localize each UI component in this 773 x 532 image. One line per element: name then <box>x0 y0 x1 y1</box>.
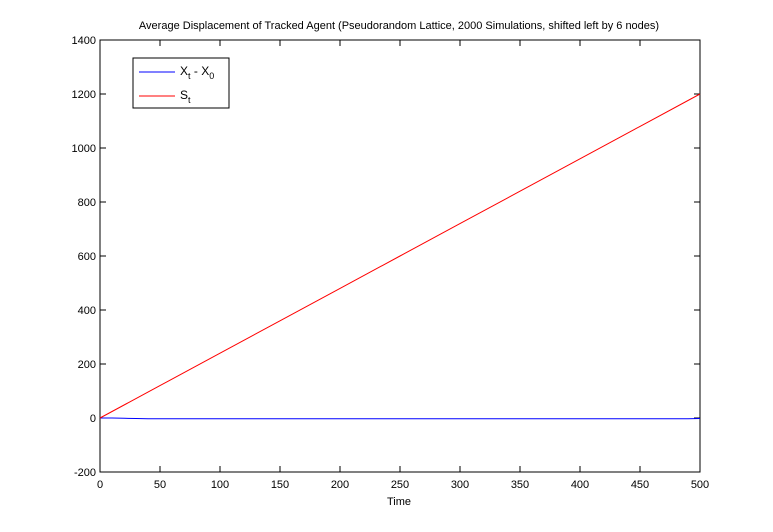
x-tick-label: 300 <box>451 479 469 491</box>
x-axis-label: Time <box>387 496 411 508</box>
x-tick-label: 0 <box>97 479 103 491</box>
legend: Xt - X0 St <box>132 57 230 109</box>
x-tick-label: 350 <box>511 479 529 491</box>
y-tick-label: 400 <box>78 305 96 317</box>
legend-entry-2: St <box>180 88 191 105</box>
y-axis: -200 0 200 400 600 800 1000 1200 1400 <box>72 35 700 479</box>
legend-text-part: S <box>180 88 188 102</box>
chart-title: Average Displacement of Tracked Agent (P… <box>139 20 659 32</box>
legend-text-part: t <box>188 71 191 81</box>
y-tick-label: 0 <box>90 413 96 425</box>
x-tick-label: 250 <box>391 479 409 491</box>
y-tick-label: 200 <box>78 359 96 371</box>
y-tick-label: 600 <box>78 251 96 263</box>
y-tick-label: -200 <box>74 467 96 479</box>
x-axis: 0 50 100 150 200 250 300 350 400 450 500 <box>97 40 709 491</box>
series-line-2 <box>99 93 701 419</box>
x-tick-label: 400 <box>571 479 589 491</box>
legend-text-part: t <box>188 95 191 105</box>
x-tick-label: 100 <box>211 479 229 491</box>
legend-entry-1: Xt - X0 <box>180 64 214 81</box>
y-tick-label: 1000 <box>72 143 96 155</box>
x-tick-label: 450 <box>631 479 649 491</box>
y-tick-label: 1200 <box>72 89 96 101</box>
x-tick-label: 200 <box>331 479 349 491</box>
x-tick-label: 500 <box>691 479 709 491</box>
series-line-1 <box>100 417 701 420</box>
y-tick-label: 1400 <box>72 35 96 47</box>
legend-text-part: X <box>180 64 188 78</box>
x-tick-label: 50 <box>154 479 166 491</box>
legend-box <box>132 57 230 109</box>
series-layer <box>99 93 701 420</box>
x-tick-label: 150 <box>271 479 289 491</box>
legend-text-part: - X <box>191 64 210 78</box>
legend-text-part: 0 <box>209 71 214 81</box>
y-tick-label: 800 <box>78 197 96 209</box>
plot-area: 0 50 100 150 200 250 300 350 400 450 500 -20002004… <box>72 35 710 491</box>
